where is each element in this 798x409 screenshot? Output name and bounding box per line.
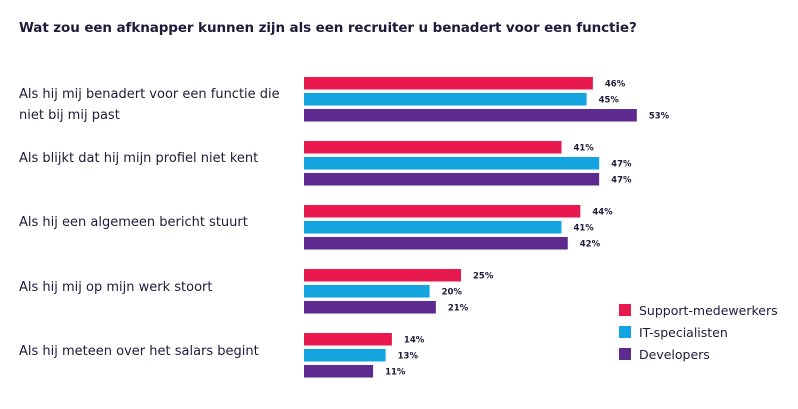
data-label: 45%: [599, 95, 620, 105]
bar: [304, 221, 562, 234]
bar: [304, 301, 436, 314]
bar: [304, 365, 374, 378]
legend-item: IT-specialisten: [619, 321, 778, 343]
bar: [304, 77, 593, 90]
category-label: Als blijkt dat hij mijn profiel niet ken…: [19, 151, 259, 166]
category-label: Als hij meteen over het salars begint: [19, 344, 259, 359]
data-label: 20%: [442, 287, 463, 297]
category-label: Als hij mij benadert voor een functie di…: [19, 87, 280, 123]
legend-label: Developers: [639, 346, 710, 362]
bar: [304, 269, 461, 282]
category-label: Als hij een algemeen bericht stuurt: [19, 215, 248, 230]
legend-label: Support-medewerkers: [639, 302, 778, 318]
bar: [304, 141, 562, 154]
bar: [304, 349, 386, 362]
data-label: 44%: [592, 207, 613, 217]
data-label: 21%: [448, 303, 469, 313]
bar: [304, 333, 392, 346]
data-label: 13%: [398, 351, 419, 361]
data-label: 41%: [573, 223, 594, 233]
data-label: 53%: [649, 111, 670, 121]
data-label: 46%: [605, 79, 626, 89]
bar: [304, 205, 581, 218]
bar: [304, 285, 430, 298]
legend-item: Support-medewerkers: [619, 299, 778, 321]
bar: [304, 93, 587, 106]
data-label: 25%: [473, 271, 494, 281]
legend-item: Developers: [619, 343, 778, 365]
data-label: 42%: [580, 239, 601, 249]
data-label: 41%: [573, 143, 594, 153]
legend-swatch: [619, 304, 631, 316]
legend-label: IT-specialisten: [639, 324, 728, 340]
bar: [304, 109, 637, 122]
bar: [304, 157, 600, 170]
data-label: 47%: [611, 175, 632, 185]
chart-title: Wat zou een afknapper kunnen zijn als ee…: [19, 20, 637, 36]
data-label: 11%: [385, 367, 406, 377]
bar: [304, 173, 600, 186]
bar: [304, 237, 568, 250]
data-label: 47%: [611, 159, 632, 169]
legend: Support-medewerkers IT-specialisten Deve…: [619, 299, 778, 365]
legend-swatch: [619, 326, 631, 338]
data-label: 14%: [404, 335, 425, 345]
legend-swatch: [619, 348, 631, 360]
category-label: Als hij mij op mijn werk stoort: [19, 280, 213, 295]
